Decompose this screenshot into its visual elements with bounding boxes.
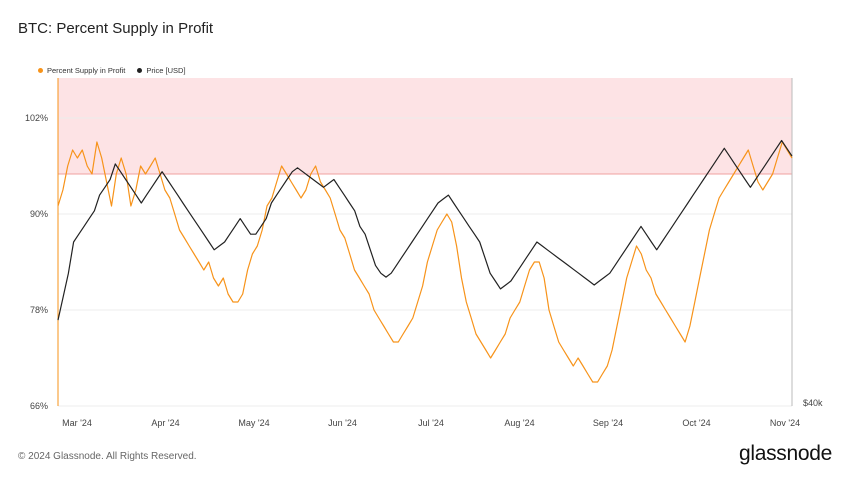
x-tick-label: Jul '24 [418,418,444,428]
x-tick-label: Nov '24 [770,418,800,428]
y-tick-label-left: 102% [25,113,48,123]
y-tick-label-left: 66% [30,401,48,411]
legend-item-price[interactable]: Price [USD] [137,66,186,75]
x-tick-label: Jun '24 [328,418,357,428]
series-line-supply-in-profit [57,141,793,383]
x-tick-label: Mar '24 [62,418,92,428]
y-tick-label-right: $40k [803,398,823,408]
profit-highlight-band [58,78,792,174]
x-tick-label: Apr '24 [151,418,179,428]
glassnode-logo: glassnode [738,442,832,465]
legend-label-price: Price [USD] [146,66,186,75]
x-tick-label: May '24 [238,418,269,428]
legend-label-supply: Percent Supply in Profit [47,66,126,75]
series-line-price [57,139,793,321]
legend-swatch-price [137,68,143,73]
legend-swatch-supply [38,68,43,73]
x-tick-label: Oct '24 [682,418,710,428]
x-tick-label: Sep '24 [593,418,623,428]
legend-item-supply[interactable]: Percent Supply in Profit [38,66,125,75]
legend: Percent Supply in Profit Price [USD] [38,66,186,75]
y-tick-label-left: 78% [30,305,48,315]
copyright-footer: © 2024 Glassnode. All Rights Reserved. [18,451,197,462]
y-tick-label-left: 90% [30,209,48,219]
chart-title: BTC: Percent Supply in Profit [18,20,214,37]
x-tick-label: Aug '24 [504,418,534,428]
